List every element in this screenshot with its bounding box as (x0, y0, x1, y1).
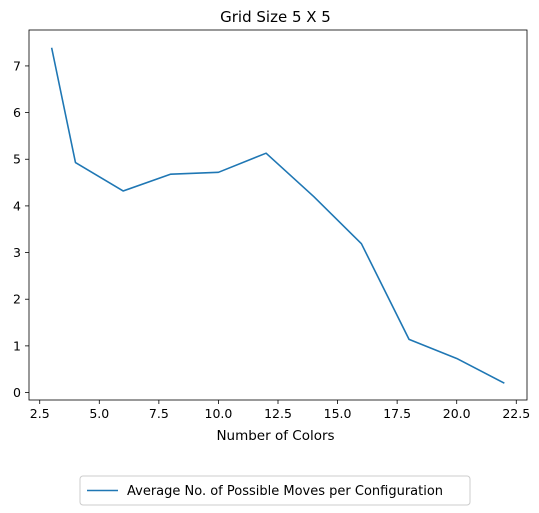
y-tick-label: 6 (13, 105, 21, 120)
y-tick-label: 5 (13, 152, 21, 167)
y-tick-label: 1 (13, 338, 21, 353)
y-tick-label: 7 (13, 58, 21, 73)
legend-label: Average No. of Possible Moves per Config… (127, 484, 443, 499)
plot-frame (28, 29, 528, 401)
x-tick-label: 7.5 (149, 406, 169, 421)
x-tick-label: 17.5 (383, 406, 411, 421)
y-axis: 0 1 2 3 4 5 6 7 (13, 58, 29, 400)
y-tick-label: 3 (13, 245, 21, 260)
series-line (50, 47, 505, 384)
x-tick-label: 22.5 (502, 406, 530, 421)
x-axis-title: Number of Colors (216, 428, 334, 444)
y-tick-label: 4 (13, 198, 21, 213)
legend: Average No. of Possible Moves per Config… (79, 475, 471, 506)
y-tick-label: 0 (13, 385, 21, 400)
y-tick-label: 2 (13, 292, 21, 307)
x-tick-label: 20.0 (443, 406, 471, 421)
plot-area (50, 47, 505, 384)
chart-title: Grid Size 5 X 5 (220, 8, 331, 26)
x-tick-label: 15.0 (324, 406, 352, 421)
legend-box (79, 475, 471, 506)
x-tick-label: 10.0 (205, 406, 233, 421)
x-tick-label: 12.5 (264, 406, 292, 421)
x-tick-label: 5.0 (89, 406, 109, 421)
x-tick-label: 2.5 (30, 406, 50, 421)
x-axis: 2.5 5.0 7.5 10.0 12.5 15.0 17.5 20.0 22.5 (30, 400, 530, 421)
